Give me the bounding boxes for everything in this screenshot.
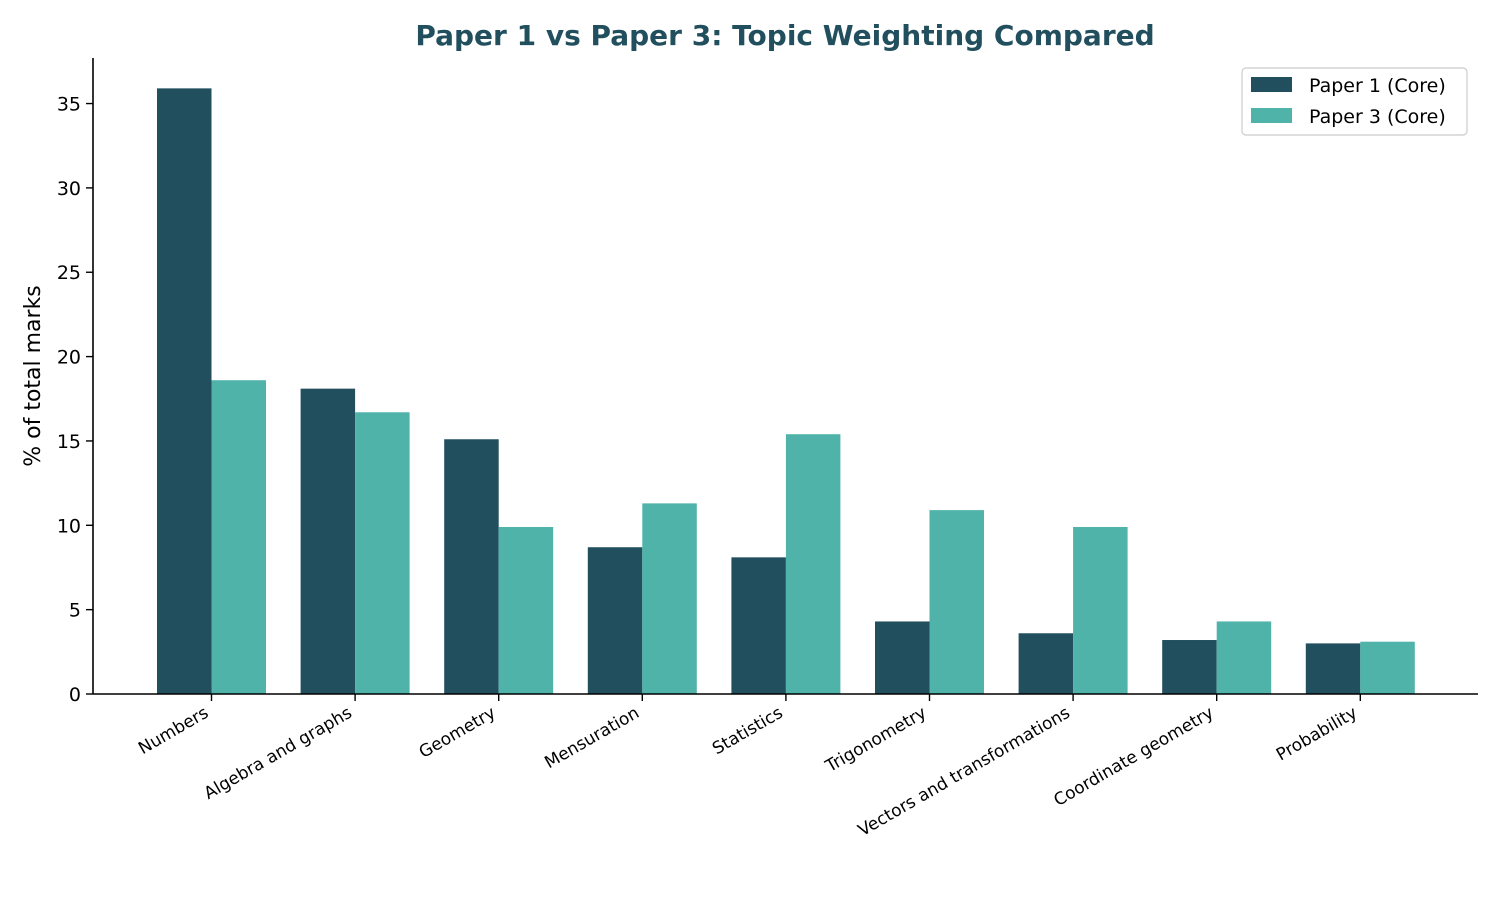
x-tick-label: Numbers xyxy=(135,703,212,759)
y-tick-label: 35 xyxy=(57,94,81,116)
y-tick-label: 0 xyxy=(69,684,81,706)
legend: Paper 1 (Core) Paper 3 (Core) xyxy=(1241,67,1468,136)
bar-paper1 xyxy=(1162,640,1217,694)
x-tick-label: Trigonometry xyxy=(822,703,930,777)
bar-paper1 xyxy=(731,557,786,694)
x-tick-label: Geometry xyxy=(416,703,499,763)
x-tick-label: Mensuration xyxy=(541,703,642,773)
y-axis-label: % of total marks xyxy=(21,285,46,467)
y-tick-label: 15 xyxy=(57,431,81,453)
bar-paper3 xyxy=(1216,621,1272,694)
bar-paper3 xyxy=(642,503,697,694)
x-tick-label: Algebra and graphs xyxy=(201,703,356,804)
y-tick-label: 20 xyxy=(57,347,81,369)
legend-swatch xyxy=(1251,77,1292,92)
bar-paper3 xyxy=(929,510,984,694)
legend-label: Paper 3 (Core) xyxy=(1309,106,1446,128)
legend-box xyxy=(1241,67,1468,136)
bar-paper1 xyxy=(1018,633,1074,694)
bar-paper1 xyxy=(300,388,356,694)
bar-paper1 xyxy=(875,621,930,694)
x-tick-label: Coordinate geometry xyxy=(1050,703,1217,811)
x-tick-label: Probability xyxy=(1273,703,1361,765)
y-tick-label: 30 xyxy=(57,178,81,200)
bar-paper3 xyxy=(498,526,554,694)
bar-paper1 xyxy=(587,547,643,694)
bar-paper1 xyxy=(444,439,499,694)
legend-label: Paper 1 (Core) xyxy=(1309,75,1446,97)
y-tick-label: 5 xyxy=(69,600,81,622)
bar-paper3 xyxy=(211,380,266,694)
bar-paper3 xyxy=(785,434,841,694)
bar-paper1 xyxy=(1305,643,1361,694)
bar-paper3 xyxy=(355,412,410,694)
y-axis: 0 5 10 15 20 25 30 35 xyxy=(57,58,94,706)
x-tick-label: Statistics xyxy=(709,703,786,759)
chart-title: Paper 1 vs Paper 3: Topic Weighting Comp… xyxy=(415,19,1154,52)
legend-swatch xyxy=(1251,108,1292,123)
bar-paper3 xyxy=(1073,526,1128,694)
y-tick-label: 25 xyxy=(57,262,81,284)
bars-group xyxy=(157,88,1415,695)
bar-paper1 xyxy=(157,88,212,695)
bar-paper3 xyxy=(1360,641,1415,694)
y-tick-label: 10 xyxy=(57,515,81,537)
